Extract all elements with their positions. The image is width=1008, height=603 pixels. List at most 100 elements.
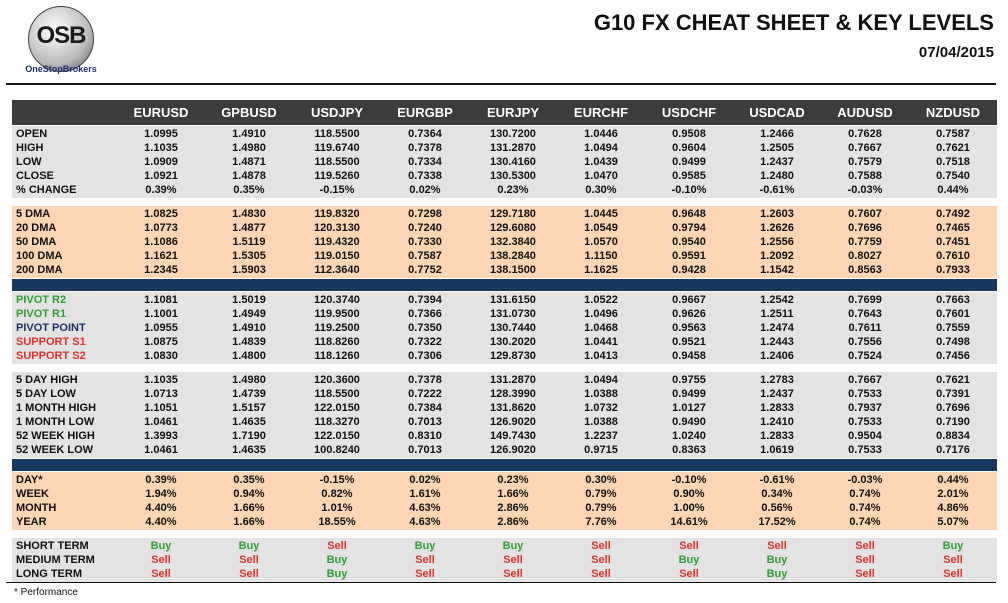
cell-value: 0.7338 — [408, 170, 442, 182]
cell-value: 0.44% — [937, 474, 969, 486]
row-label: 52 WEEK LOW — [16, 444, 94, 456]
section — [12, 472, 997, 530]
cell-value: 1.2556 — [760, 236, 794, 248]
cell-value: 7.76% — [585, 516, 617, 528]
cell-value: 130.7440 — [490, 322, 536, 334]
cell-value: -0.03% — [847, 474, 883, 486]
cell-value: 0.9508 — [672, 128, 706, 140]
logo-mark: OSB — [36, 22, 86, 49]
cell-value: 100.8240 — [314, 444, 360, 456]
row-label: PIVOT R2 — [16, 294, 67, 306]
cell-value: 132.3840 — [490, 236, 536, 248]
cell-value: 119.0150 — [314, 250, 360, 262]
title: G10 FX CHEAT SHEET & KEY LEVELS — [593, 10, 994, 35]
date: 07/04/2015 — [918, 44, 994, 61]
cell-value: 0.9715 — [584, 444, 618, 456]
row-label: 50 DMA — [16, 236, 57, 248]
cell-value: 1.2542 — [760, 294, 794, 306]
cell-value: 120.3600 — [314, 374, 360, 386]
cell-value: 0.9626 — [672, 308, 706, 320]
cell-value: 0.9604 — [672, 142, 706, 154]
cell-value: 4.63% — [409, 516, 441, 528]
row-label: 100 DMA — [16, 250, 63, 262]
cell-value: 118.5500 — [314, 128, 360, 140]
section — [12, 206, 997, 278]
column-header: USDCHF — [661, 105, 717, 120]
column-header: EURUSD — [133, 105, 189, 120]
cell-value: 0.7384 — [408, 402, 442, 414]
cell-value: 1.4878 — [232, 170, 266, 182]
column-header: EURJPY — [486, 105, 540, 120]
cell-value: 1.3993 — [144, 430, 178, 442]
cell-value: 1.1150 — [584, 250, 618, 262]
cell-value: 0.7350 — [408, 322, 442, 334]
section — [12, 126, 997, 198]
section — [12, 372, 997, 458]
cell-value: 1.0494 — [584, 142, 618, 154]
cell-value: 0.7559 — [936, 322, 970, 334]
row-label: DAY* — [16, 474, 43, 486]
cell-value: 0.9585 — [672, 170, 706, 182]
cell-value: 0.7322 — [408, 336, 442, 348]
cell-value: 119.5260 — [314, 170, 360, 182]
cell-value: Sell — [503, 554, 523, 566]
cell-value: 119.2500 — [314, 322, 360, 334]
cell-value: 0.82% — [321, 488, 353, 500]
cell-value: Buy — [326, 568, 348, 580]
cell-value: 0.7190 — [936, 416, 970, 428]
cell-value: 1.4910 — [232, 322, 266, 334]
cell-value: 1.0522 — [584, 294, 618, 306]
cell-value: 122.0150 — [314, 402, 360, 414]
cell-value: 0.7492 — [936, 208, 970, 220]
cell-value: 129.6080 — [490, 222, 536, 234]
cell-value: 131.2870 — [490, 374, 536, 386]
cell-value: 0.7540 — [936, 170, 970, 182]
row-label: PIVOT POINT — [16, 322, 86, 334]
cell-value: -0.15% — [319, 184, 355, 196]
cell-value: 0.9755 — [672, 374, 706, 386]
cell-value: 1.4910 — [232, 128, 266, 140]
cell-value: 1.0875 — [144, 336, 178, 348]
cell-value: 0.23% — [497, 474, 529, 486]
cell-value: 1.5119 — [232, 236, 266, 248]
cell-value: 0.7013 — [408, 416, 442, 428]
cell-value: 1.0494 — [584, 374, 618, 386]
cell-value: 126.9020 — [490, 444, 536, 456]
cell-value: 1.7190 — [232, 430, 266, 442]
cell-value: 1.0496 — [584, 308, 618, 320]
cell-value: 1.4830 — [232, 208, 266, 220]
cell-value: 0.7937 — [848, 402, 882, 414]
cell-value: Sell — [855, 554, 875, 566]
cell-value: 1.2603 — [760, 208, 794, 220]
cell-value: 1.1542 — [760, 264, 794, 276]
cell-value: 1.2437 — [760, 388, 794, 400]
cell-value: 0.7533 — [848, 416, 882, 428]
column-header: NZDUSD — [925, 105, 981, 120]
divider — [12, 279, 997, 291]
cell-value: 0.7366 — [408, 308, 442, 320]
cell-value: 1.0413 — [584, 350, 618, 362]
row-label: SUPPORT S2 — [16, 350, 86, 362]
cell-value: 129.8730 — [490, 350, 536, 362]
cell-value: Sell — [855, 568, 875, 580]
cell-value: 0.7378 — [408, 374, 442, 386]
cell-value: 1.4800 — [232, 350, 266, 362]
cell-value: 1.0388 — [584, 388, 618, 400]
cell-value: 0.7667 — [848, 374, 882, 386]
cell-value: 1.2345 — [144, 264, 178, 276]
cell-value: 1.0446 — [584, 128, 618, 140]
cell-value: 128.3990 — [490, 388, 536, 400]
cell-value: 1.5305 — [232, 250, 266, 262]
cell-value: 1.1621 — [144, 250, 178, 262]
row-label: LOW — [16, 156, 42, 168]
row-label: SUPPORT S1 — [16, 336, 86, 348]
cell-value: Sell — [591, 540, 611, 552]
cell-value: 0.56% — [761, 502, 793, 514]
cell-value: 0.7330 — [408, 236, 442, 248]
cell-value: 1.0441 — [584, 336, 618, 348]
cell-value: 0.94% — [233, 488, 265, 500]
cell-value: 0.7456 — [936, 350, 970, 362]
cell-value: 0.7465 — [936, 222, 970, 234]
cell-value: 0.9458 — [672, 350, 706, 362]
cell-value: 1.2833 — [760, 402, 794, 414]
